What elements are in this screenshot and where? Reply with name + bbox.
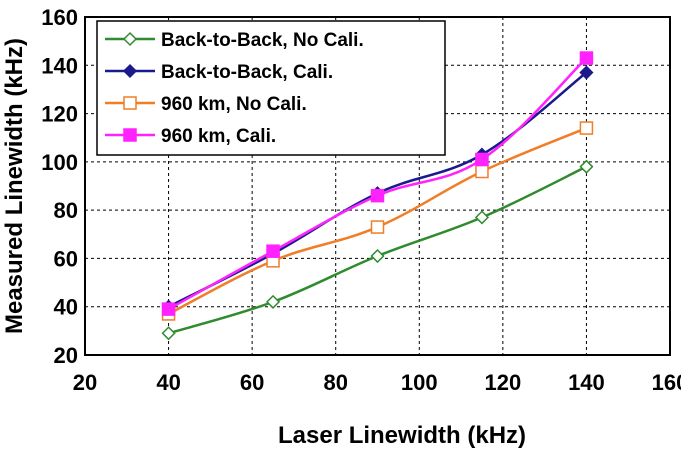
data-point — [579, 159, 594, 174]
legend-label: Back-to-Back, Cali. — [161, 62, 333, 83]
y-tick-label: 140 — [41, 53, 78, 78]
data-point — [475, 164, 489, 179]
data-point — [370, 220, 385, 234]
data-point — [161, 326, 176, 341]
series-1 — [161, 159, 594, 341]
x-tick-label: 60 — [240, 370, 264, 395]
data-point — [370, 188, 385, 203]
data-point — [161, 302, 176, 316]
y-tick-label: 80 — [54, 198, 78, 223]
y-tick-label: 60 — [54, 246, 78, 271]
y-axis-label: Measured Linewidth (kHz) — [1, 38, 28, 334]
legend-marker — [122, 31, 138, 47]
tick-labels: 20 40 60 80 100 120 140 160 20 40 60 80 100 120 140 160 — [41, 5, 681, 395]
legend-item: 960 km, Cali. — [105, 126, 276, 147]
data-point — [475, 152, 489, 167]
legend-item: Back-to-Back, No Cali. — [105, 30, 364, 51]
legend-marker — [123, 128, 137, 142]
plot-frame — [84, 16, 671, 356]
series-4 — [161, 51, 594, 316]
legend: Back-to-Back, No Cali. Back-to-Back, Cali… — [96, 20, 446, 156]
data-point — [266, 244, 280, 258]
legend-item: Back-to-Back, Cali. — [105, 62, 333, 83]
y-tick-label: 20 — [54, 343, 78, 368]
legend-label: 960 km, No Cali. — [161, 94, 307, 115]
data-point — [579, 121, 594, 135]
data-point — [265, 294, 281, 309]
x-axis-label: Laser Linewidth (kHz) — [278, 422, 526, 449]
data-point — [579, 51, 594, 65]
legend-marker — [122, 63, 138, 79]
x-tick-label: 120 — [484, 370, 521, 395]
data-point — [370, 248, 385, 264]
y-tick-label: 40 — [54, 295, 78, 320]
legend-box — [96, 20, 446, 156]
y-tick-label: 120 — [41, 102, 78, 127]
x-tick-label: 40 — [156, 370, 180, 395]
y-tick-label: 160 — [41, 5, 78, 30]
x-tick-label: 160 — [652, 370, 681, 395]
legend-label: Back-to-Back, No Cali. — [161, 30, 364, 51]
y-tick-label: 100 — [41, 150, 78, 175]
x-tick-label: 140 — [568, 370, 605, 395]
legend-marker — [123, 96, 137, 110]
x-tick-label: 100 — [401, 370, 438, 395]
x-tick-label: 80 — [323, 370, 347, 395]
legend-item: 960 km, No Cali. — [105, 94, 307, 115]
data-point — [474, 210, 490, 225]
data-point — [579, 65, 594, 80]
series-group — [161, 51, 594, 341]
x-tick-label: 20 — [73, 370, 97, 395]
legend-label: 960 km, Cali. — [161, 126, 276, 147]
